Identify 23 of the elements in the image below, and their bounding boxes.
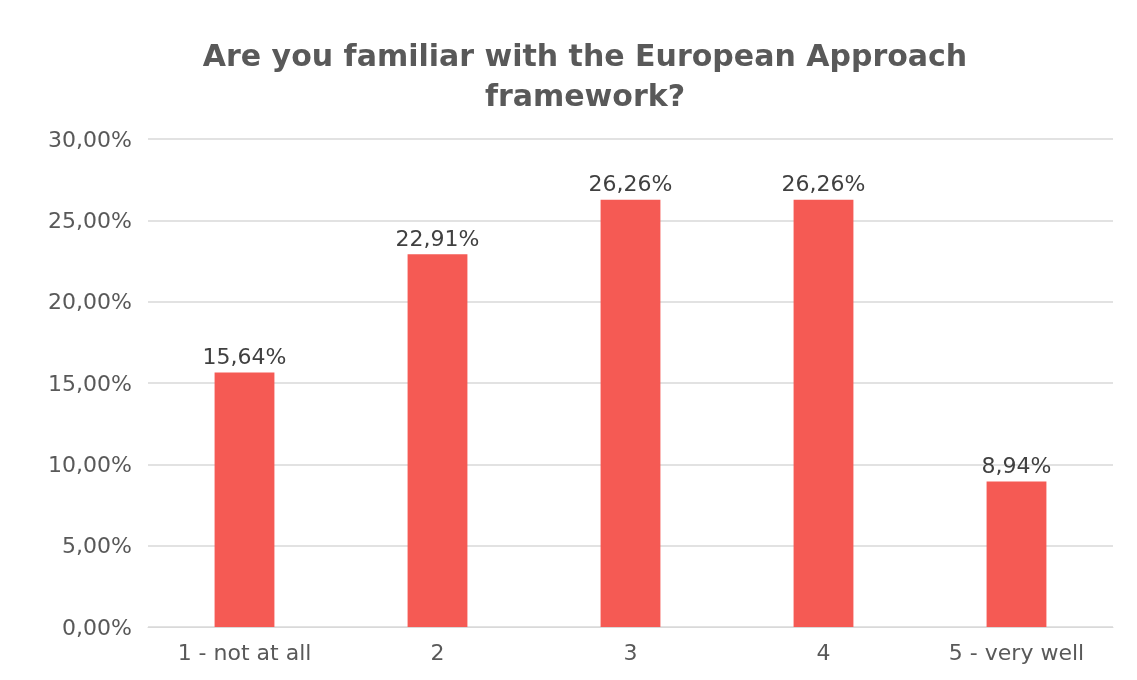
data-label: 22,91% (395, 225, 480, 251)
data-label: 26,26% (781, 171, 866, 197)
x-tick-label: 5 - very well (948, 639, 1085, 665)
y-tick-label: 15,00% (48, 370, 132, 396)
bar (214, 372, 275, 627)
chart-title: Are you familiar with the European Approach framework? (202, 37, 968, 113)
y-tick-label: 20,00% (48, 289, 132, 315)
data-label: 15,64% (202, 344, 287, 370)
x-tick-label: 3 (623, 639, 638, 665)
data-label: 8,94% (981, 453, 1052, 479)
bar (407, 254, 468, 627)
bar (600, 199, 661, 627)
bar (793, 199, 854, 627)
bar (986, 481, 1047, 627)
y-tick-label: 0,00% (62, 614, 132, 640)
y-tick-label: 10,00% (48, 451, 132, 477)
y-tick-label: 30,00% (48, 126, 132, 152)
x-tick-label: 4 (816, 639, 831, 665)
y-tick-label: 5,00% (62, 533, 132, 559)
x-tick-label: 1 - not at all (177, 639, 312, 665)
y-tick-label: 25,00% (48, 207, 132, 233)
x-tick-label: 2 (430, 639, 445, 665)
data-label: 26,26% (588, 171, 673, 197)
